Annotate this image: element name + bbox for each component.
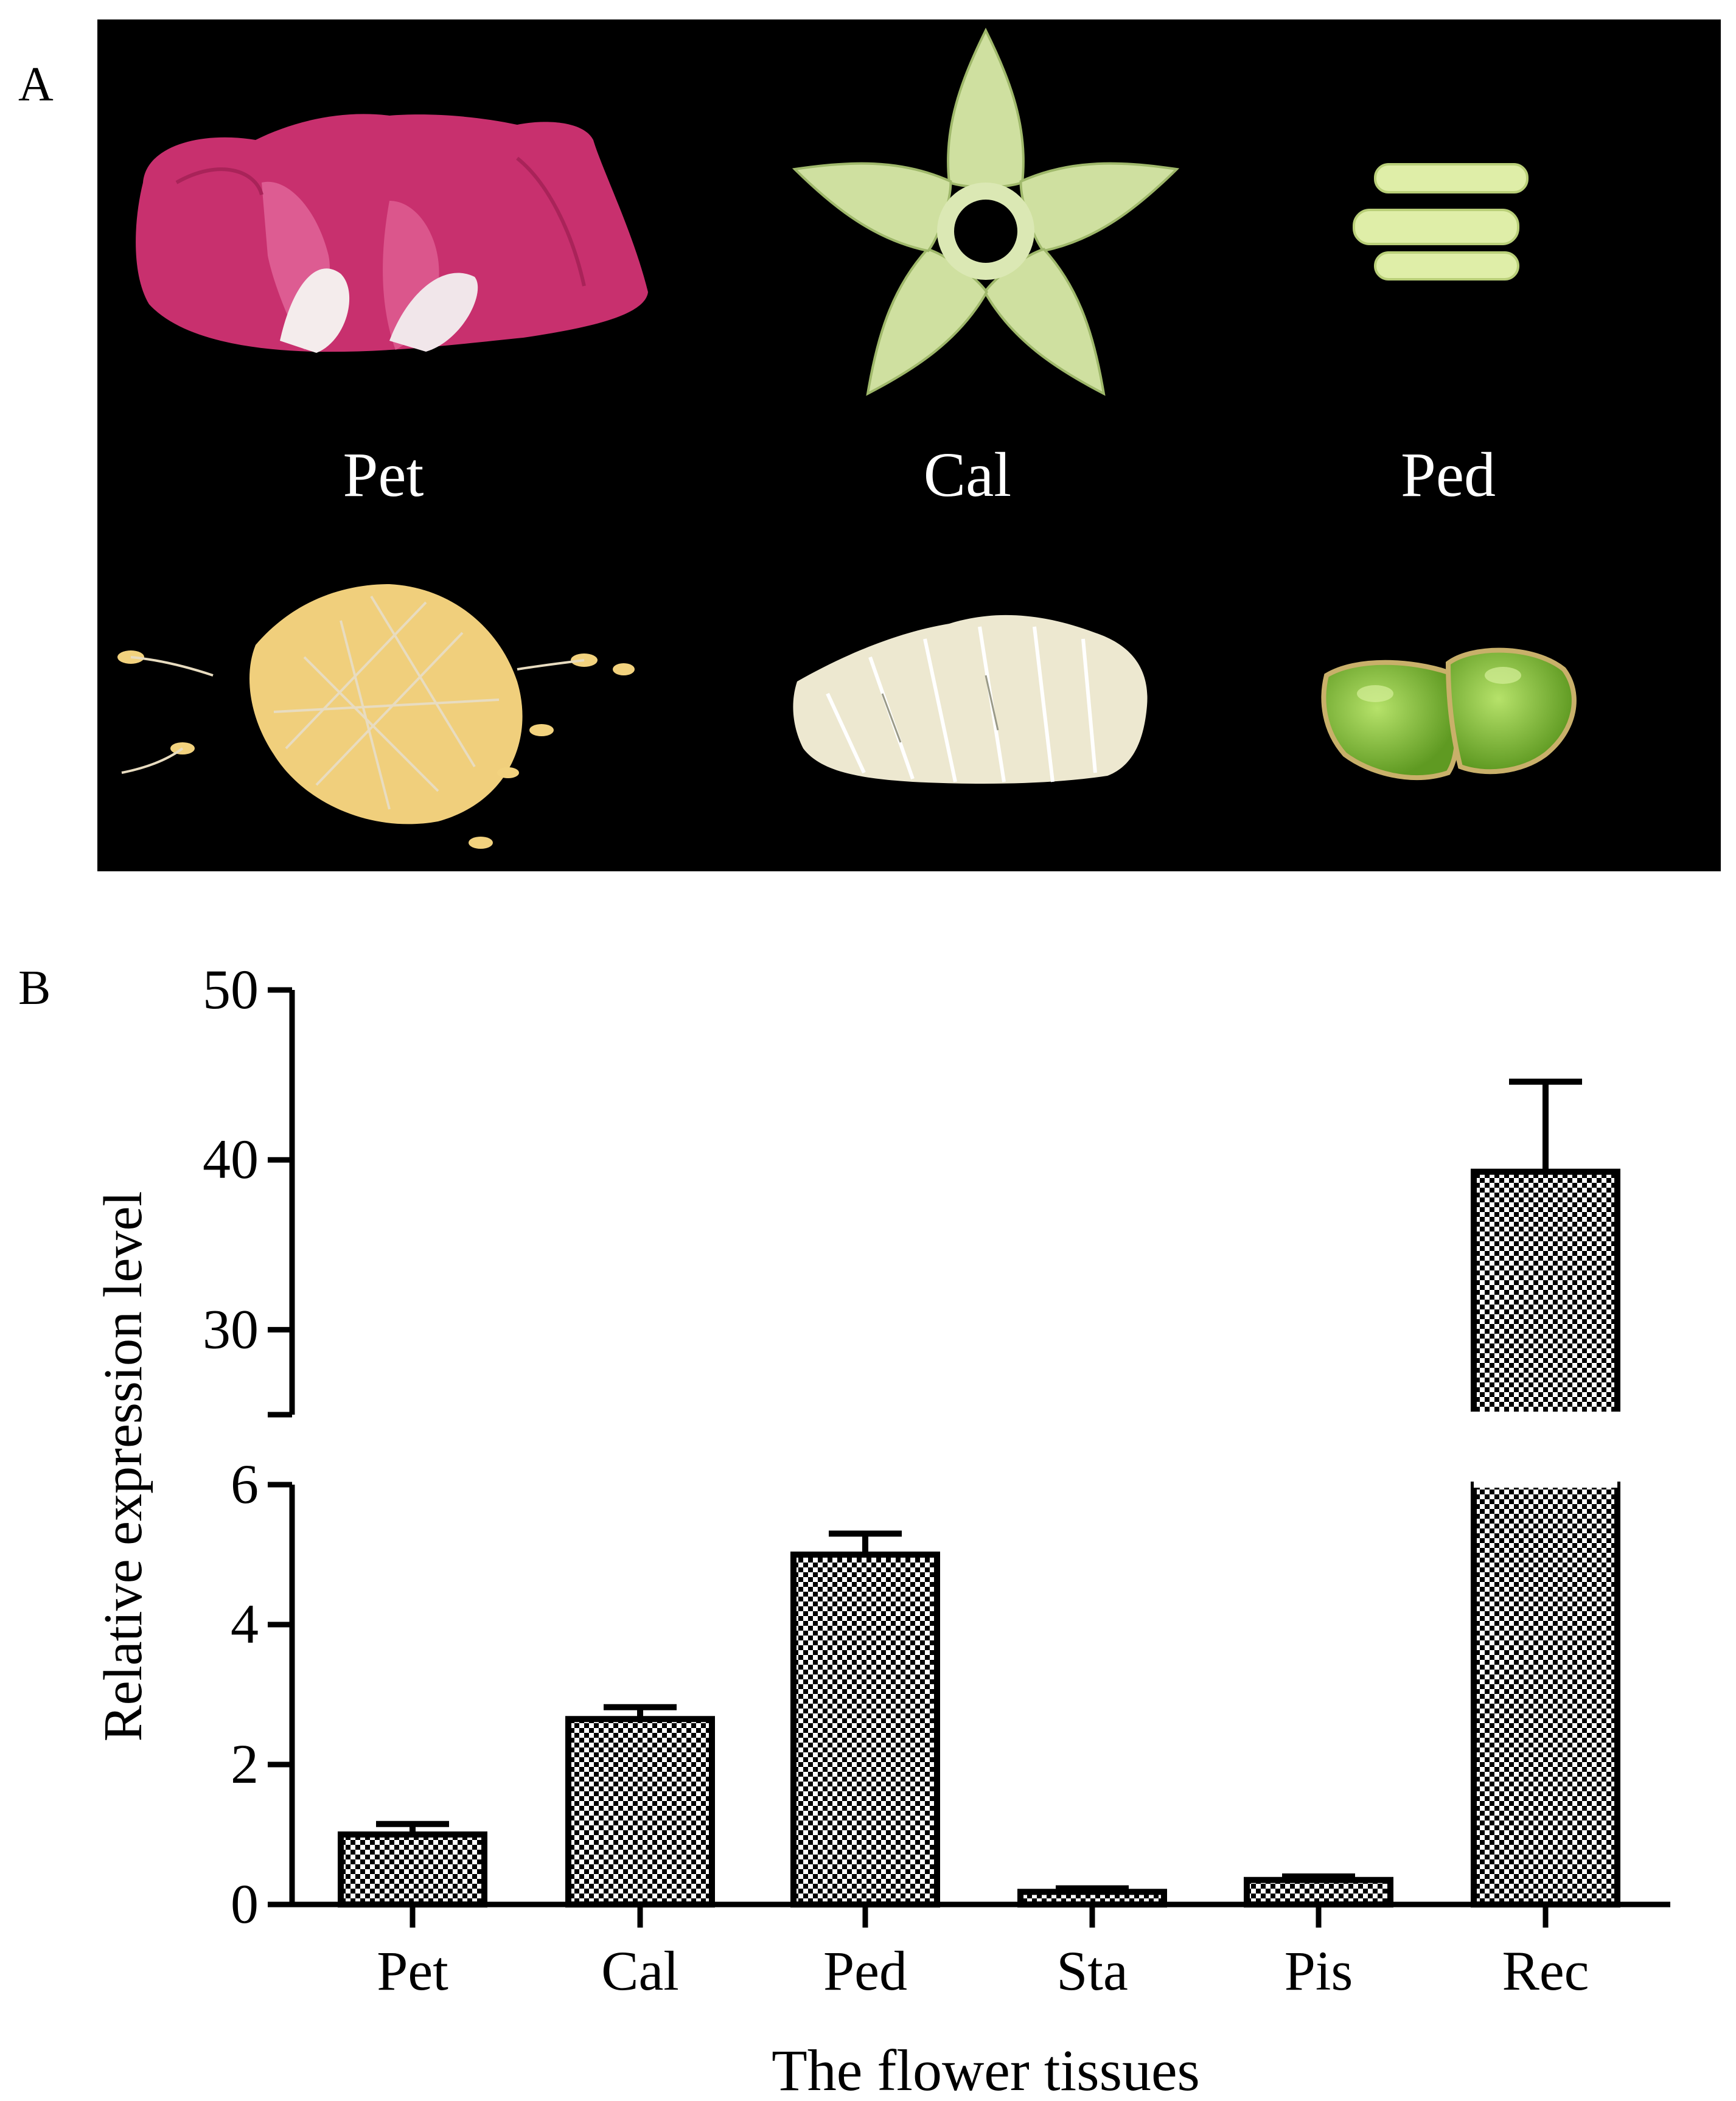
bar-rec-break-gap: [1474, 1482, 1617, 1488]
bar-rec-break-edge: [1470, 1412, 1621, 1419]
x-tick-ped-label: Ped: [823, 1940, 907, 2002]
y-tick-30-label: 30: [203, 1298, 259, 1360]
bar-chart: 0 2 4 6 30 40 50 Pet Cal Ped Sta Pis Rec: [203, 958, 1670, 2002]
y-axis-ticks: 0 2 4 6 30 40 50: [203, 958, 292, 1935]
panel-b-label: B: [18, 961, 51, 1015]
y-axis-title: Relative expression level: [93, 1191, 153, 1742]
chart-axes: [268, 990, 1670, 1908]
photo-label-ped: Ped: [1401, 440, 1496, 510]
tissue-photo-panel: Pet Cal Ped: [97, 19, 1721, 871]
error-bar-ped: [829, 1530, 902, 1555]
y-tick-50-label: 50: [203, 958, 259, 1020]
photo-label-pet: Pet: [343, 440, 424, 510]
panel-a-label: A: [18, 58, 54, 111]
x-axis-tick-labels: Pet Cal Ped Sta Pis Rec: [377, 1904, 1589, 2002]
bar-rec-upper: [1471, 1168, 1620, 1418]
error-bar-cal: [604, 1704, 677, 1719]
y-tick-2-label: 2: [231, 1733, 259, 1795]
bar-pet: [338, 1831, 487, 1908]
error-bar-pet: [376, 1821, 449, 1834]
photo-label-cal: Cal: [924, 440, 1011, 510]
petal-photo: [136, 114, 648, 353]
x-tick-cal-label: Cal: [601, 1940, 679, 2002]
receptacle-photo: [1321, 647, 1577, 781]
pistil-photo: [793, 615, 1148, 784]
bar-rec-lower: [1471, 1482, 1620, 1908]
bar-pis: [1244, 1876, 1393, 1908]
y-tick-40-label: 40: [203, 1128, 259, 1190]
y-tick-4-label: 4: [231, 1593, 259, 1655]
error-bar-rec: [1509, 1078, 1582, 1172]
error-bar-pis: [1282, 1873, 1355, 1880]
x-axis-title: The flower tissues: [772, 2038, 1200, 2101]
bar-cal: [565, 1716, 715, 1908]
x-tick-sta-label: Sta: [1056, 1940, 1128, 2002]
x-tick-pet-label: Pet: [377, 1940, 448, 2002]
bar-series: [338, 1078, 1621, 1908]
x-tick-pis-label: Pis: [1285, 1940, 1353, 2002]
stamen-photo: [117, 584, 635, 849]
calyx-photo: [792, 27, 1180, 396]
y-tick-0-label: 0: [231, 1873, 259, 1935]
y-tick-6-label: 6: [231, 1453, 259, 1515]
bar-sta: [1017, 1889, 1167, 1908]
pedicel-photo: [1353, 163, 1529, 280]
bar-ped: [790, 1552, 940, 1908]
error-bar-sta: [1056, 1885, 1129, 1892]
x-tick-rec-label: Rec: [1502, 1940, 1589, 2002]
